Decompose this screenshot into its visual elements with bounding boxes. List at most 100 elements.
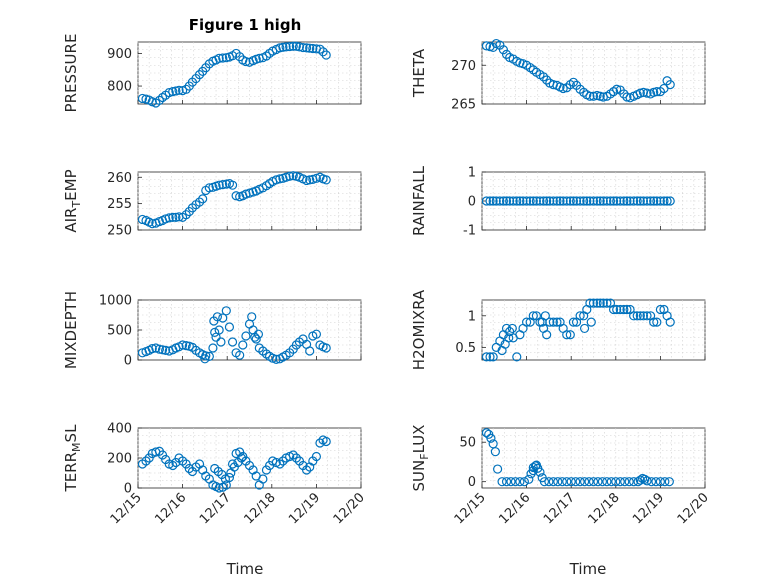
data-point <box>548 477 558 487</box>
data-point <box>521 196 532 206</box>
data-point <box>538 196 549 206</box>
data-point <box>164 87 174 98</box>
data-point <box>548 317 558 327</box>
y-tick-label: 200 <box>107 452 132 467</box>
subplot-sun_flux: 0 50 12/15 12/16 12/17 12/18 12/19 12/20 SUNFLUX <box>410 425 712 528</box>
subplot-rainfall: -1 0 1 RAINFALL <box>410 165 706 239</box>
data-point <box>635 311 645 321</box>
data-point <box>548 196 558 206</box>
x-tick-label: 12/18 <box>586 490 623 527</box>
data-point <box>584 477 594 487</box>
data-point <box>562 477 572 487</box>
data-point <box>598 298 608 308</box>
data-point <box>521 317 532 327</box>
data-point <box>305 175 315 185</box>
data-point <box>210 327 220 337</box>
data-point <box>665 317 675 327</box>
data-point <box>535 467 545 477</box>
data-point <box>638 87 649 97</box>
data-point <box>288 450 298 460</box>
data-point <box>227 180 238 190</box>
data-point <box>321 436 331 447</box>
data-point <box>655 477 666 487</box>
data-point <box>655 304 666 315</box>
y-tick-label: 270 <box>451 59 476 74</box>
data-point <box>204 183 214 193</box>
data-point <box>504 333 514 343</box>
data-point <box>528 196 538 206</box>
data-point <box>568 196 579 206</box>
data-point <box>608 304 619 315</box>
data-point <box>592 298 602 308</box>
data-point <box>318 47 328 57</box>
data-point <box>585 196 595 206</box>
data-point <box>164 213 174 223</box>
data-point <box>221 480 231 490</box>
x-tick-label: 12/16 <box>152 490 189 527</box>
data-point <box>655 196 666 206</box>
data-point <box>588 91 599 101</box>
data-point <box>571 196 582 206</box>
data-point <box>227 337 238 347</box>
data-point <box>194 197 205 207</box>
data-point <box>137 93 148 104</box>
data-point <box>161 345 171 355</box>
y-axis-label: MIXDEPTH <box>62 291 80 369</box>
y-tick-label: 0.5 <box>455 341 476 356</box>
data-point <box>321 50 331 60</box>
data-point <box>530 461 541 471</box>
x-tick-label: 12/17 <box>541 490 578 527</box>
data-point <box>640 474 650 484</box>
data-point <box>602 298 612 308</box>
subplot-pressure: 800 900 PRESSURE <box>62 34 362 112</box>
data-point <box>635 196 645 206</box>
data-point <box>281 172 291 182</box>
data-point <box>540 311 550 321</box>
data-point <box>535 196 545 206</box>
data-point <box>615 477 625 487</box>
data-point <box>605 196 616 206</box>
data-point <box>542 75 552 85</box>
y-tick-label: 0 <box>124 354 132 369</box>
x-tick-label: 12/20 <box>675 490 712 527</box>
data-point <box>212 312 222 322</box>
data-point <box>606 477 616 487</box>
data-point <box>495 196 505 206</box>
data-point <box>236 453 247 463</box>
data-point <box>519 477 529 487</box>
data-point <box>568 77 579 87</box>
data-point <box>154 95 165 106</box>
data-point <box>220 474 231 484</box>
data-point <box>539 477 550 487</box>
data-point <box>241 331 251 341</box>
data-point <box>247 312 257 322</box>
data-point <box>565 330 575 340</box>
data-point <box>301 43 312 53</box>
figure-title: Figure 1 high <box>189 16 302 34</box>
y-axis-label: SUNFLUX <box>410 425 431 492</box>
data-point <box>481 41 492 51</box>
data-point <box>629 196 639 206</box>
data-point <box>651 477 661 487</box>
data-point <box>622 196 632 206</box>
data-point <box>181 84 191 94</box>
data-point <box>552 196 562 206</box>
data-point <box>315 44 325 54</box>
x-tick-label: 12/19 <box>630 490 667 527</box>
data-point <box>501 323 512 334</box>
data-point <box>642 476 652 486</box>
data-point <box>214 53 224 63</box>
data-point <box>501 477 512 487</box>
data-point <box>552 317 562 327</box>
subplot-h2omixra: 0.5 1 H2OMIXRA <box>410 289 706 370</box>
data-point <box>575 311 585 321</box>
data-point <box>612 304 622 315</box>
data-point <box>585 298 595 308</box>
data-point <box>278 42 288 52</box>
data-point <box>505 196 515 206</box>
data-point <box>507 323 517 334</box>
data-point <box>524 474 534 484</box>
data-point <box>632 311 642 321</box>
data-point <box>275 459 285 469</box>
